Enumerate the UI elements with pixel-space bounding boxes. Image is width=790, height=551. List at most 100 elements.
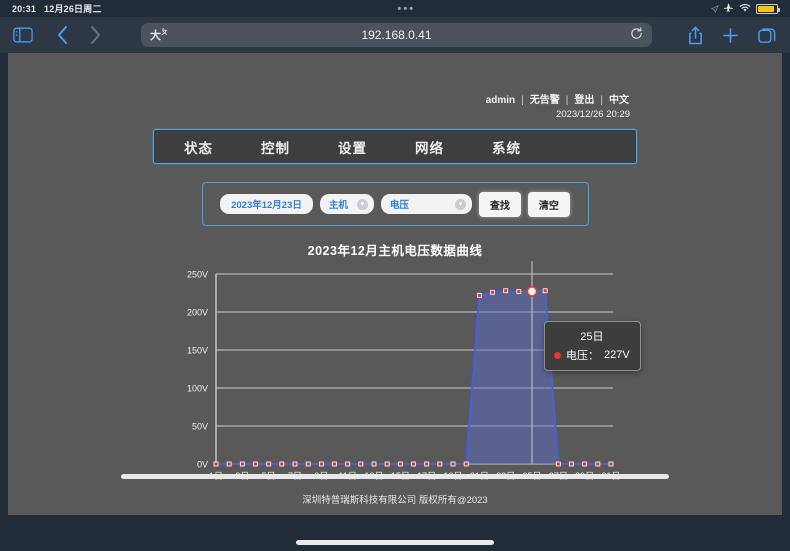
airplane-mode-icon bbox=[724, 3, 734, 15]
navigation-arrows bbox=[57, 26, 101, 44]
chevron-down-icon: ▾ bbox=[356, 198, 368, 210]
metric-select-value: 电压 bbox=[389, 200, 409, 211]
chart-data-point[interactable] bbox=[582, 461, 588, 467]
chart-plot[interactable]: 0V50V100V150V200V250V1日3日5日7日9日11日13日15日… bbox=[8, 259, 782, 484]
chart-data-point[interactable] bbox=[253, 461, 258, 467]
chart-data-point[interactable] bbox=[542, 288, 548, 294]
y-axis-tick-label: 150V bbox=[187, 346, 208, 356]
battery-icon bbox=[756, 3, 780, 14]
main-nav-wrapper: 状态 控制 设置 网络 系统 bbox=[8, 129, 782, 164]
clear-button[interactable]: 清空 bbox=[527, 191, 570, 217]
nav-item-settings[interactable]: 设置 bbox=[338, 140, 367, 156]
chart-data-point[interactable] bbox=[239, 461, 245, 467]
chevron-left-icon[interactable] bbox=[57, 26, 68, 44]
share-icon[interactable] bbox=[688, 26, 703, 45]
chart-data-point[interactable] bbox=[424, 461, 430, 467]
filter-wrapper: 2023年12月23日 主机 ▾ 电压 ▾ 查找 清空 bbox=[8, 182, 782, 226]
nav-item-status[interactable]: 状态 bbox=[184, 140, 213, 156]
y-axis-tick-label: 200V bbox=[187, 308, 208, 318]
chart-data-point[interactable] bbox=[516, 289, 522, 294]
tooltip-marker-icon bbox=[554, 351, 561, 359]
device-select[interactable]: 主机 ▾ bbox=[319, 194, 374, 214]
home-indicator[interactable] bbox=[296, 540, 494, 545]
main-nav: 状态 控制 设置 网络 系统 bbox=[153, 129, 637, 164]
separator-3: | bbox=[600, 95, 603, 106]
user-info-bar: admin | 无告警 | 登出 | 中文 2023/12/26 20:29 bbox=[8, 53, 782, 120]
user-links: admin | 无告警 | 登出 | 中文 bbox=[8, 91, 632, 106]
text-size-button[interactable]: 大ㄆ bbox=[150, 29, 168, 42]
chart-title: 2023年12月主机电压数据曲线 bbox=[307, 244, 483, 258]
y-axis-tick-label: 0V bbox=[197, 460, 208, 470]
chart-data-point[interactable] bbox=[503, 288, 509, 294]
chart-data-point[interactable] bbox=[490, 289, 495, 295]
current-datetime: 2023/12/26 20:29 bbox=[556, 109, 630, 120]
footer-copyright: 深圳特普瑞斯科技有限公司 版权所有@2023 bbox=[302, 495, 488, 506]
sidebar-icon[interactable] bbox=[13, 27, 33, 43]
tooltip-value: 227V bbox=[604, 349, 630, 362]
chart-data-point[interactable] bbox=[358, 461, 364, 467]
language-link[interactable]: 中文 bbox=[609, 95, 629, 106]
filter-bar: 2023年12月23日 主机 ▾ 电压 ▾ 查找 清空 bbox=[201, 182, 589, 226]
y-axis-tick-label: 250V bbox=[187, 270, 208, 280]
chart-data-point[interactable] bbox=[463, 461, 469, 467]
chart-data-point[interactable] bbox=[305, 461, 311, 467]
chart-data-point[interactable] bbox=[266, 461, 272, 467]
chart-data-point[interactable] bbox=[595, 461, 601, 467]
chart-highlight-point[interactable] bbox=[526, 286, 538, 297]
voltage-line-chart[interactable]: 0V50V100V150V200V250V1日3日5日7日9日11日13日15日… bbox=[8, 259, 782, 484]
nav-item-control[interactable]: 控制 bbox=[261, 140, 290, 156]
chart-data-point[interactable] bbox=[569, 461, 574, 467]
location-icon bbox=[710, 4, 719, 13]
nav-item-network[interactable]: 网络 bbox=[415, 140, 444, 156]
status-bar-date: 12月26日周二 bbox=[44, 4, 102, 14]
tabs-icon[interactable] bbox=[758, 26, 777, 45]
chevron-down-icon: ▾ bbox=[454, 198, 466, 210]
y-axis-tick-label: 100V bbox=[187, 384, 208, 394]
chart-data-point[interactable] bbox=[450, 461, 456, 467]
chart-data-point[interactable] bbox=[476, 292, 482, 298]
chart-data-point[interactable] bbox=[345, 461, 351, 467]
chart-data-point[interactable] bbox=[292, 461, 298, 467]
date-picker-input[interactable]: 2023年12月23日 bbox=[220, 194, 313, 214]
address-bar[interactable]: 大ㄆ 192.168.0.41 bbox=[141, 23, 652, 47]
chart-data-point[interactable] bbox=[318, 461, 324, 467]
account-label: admin bbox=[485, 95, 516, 106]
chart-data-point[interactable] bbox=[555, 461, 561, 467]
status-bar-right bbox=[710, 3, 780, 15]
toolbar-right-actions bbox=[688, 26, 777, 45]
chart-container: 2023年12月主机电压数据曲线 0V50V100V150V200V250V1日… bbox=[8, 240, 782, 485]
chart-data-point[interactable] bbox=[226, 461, 232, 467]
chart-data-point[interactable] bbox=[608, 461, 614, 467]
chart-data-point[interactable] bbox=[411, 461, 416, 467]
chart-data-point[interactable] bbox=[397, 461, 403, 467]
nav-item-system[interactable]: 系统 bbox=[492, 140, 521, 156]
chart-data-point[interactable] bbox=[371, 461, 377, 467]
ios-status-bar: 20:31 12月26日周二 ••• bbox=[0, 0, 790, 17]
chart-data-point[interactable] bbox=[213, 461, 219, 467]
browser-toolbar: 大ㄆ 192.168.0.41 bbox=[0, 17, 790, 53]
tooltip-title: 25日 bbox=[580, 331, 604, 344]
plus-icon[interactable] bbox=[722, 27, 739, 44]
web-page-content: admin | 无告警 | 登出 | 中文 2023/12/26 20:29 状态 控制 设… bbox=[8, 53, 782, 515]
tooltip-row: 电压： 227V bbox=[554, 347, 630, 363]
chart-data-point[interactable] bbox=[384, 461, 390, 467]
chart-data-point[interactable] bbox=[279, 461, 285, 467]
search-button[interactable]: 查找 bbox=[478, 191, 521, 217]
chart-tooltip: 25日 电压： 227V bbox=[544, 321, 641, 372]
metric-select[interactable]: 电压 ▾ bbox=[380, 194, 472, 214]
alarm-status-link[interactable]: 无告警 bbox=[529, 95, 560, 106]
status-bar-dots: ••• bbox=[397, 2, 416, 15]
status-bar-time: 20:31 bbox=[12, 3, 37, 14]
chart-data-point[interactable] bbox=[437, 461, 443, 467]
logout-link[interactable]: 登出 bbox=[574, 95, 595, 106]
url-text: 192.168.0.41 bbox=[361, 28, 432, 42]
y-axis-tick-label: 50V bbox=[192, 422, 208, 432]
wifi-icon bbox=[739, 3, 751, 15]
separator-2: | bbox=[565, 95, 569, 106]
tooltip-series-label: 电压： bbox=[566, 350, 599, 363]
horizontal-scrollbar[interactable] bbox=[121, 474, 669, 479]
reload-icon[interactable] bbox=[630, 27, 643, 43]
device-select-value: 主机 bbox=[328, 200, 348, 211]
chart-data-point[interactable] bbox=[332, 461, 337, 467]
